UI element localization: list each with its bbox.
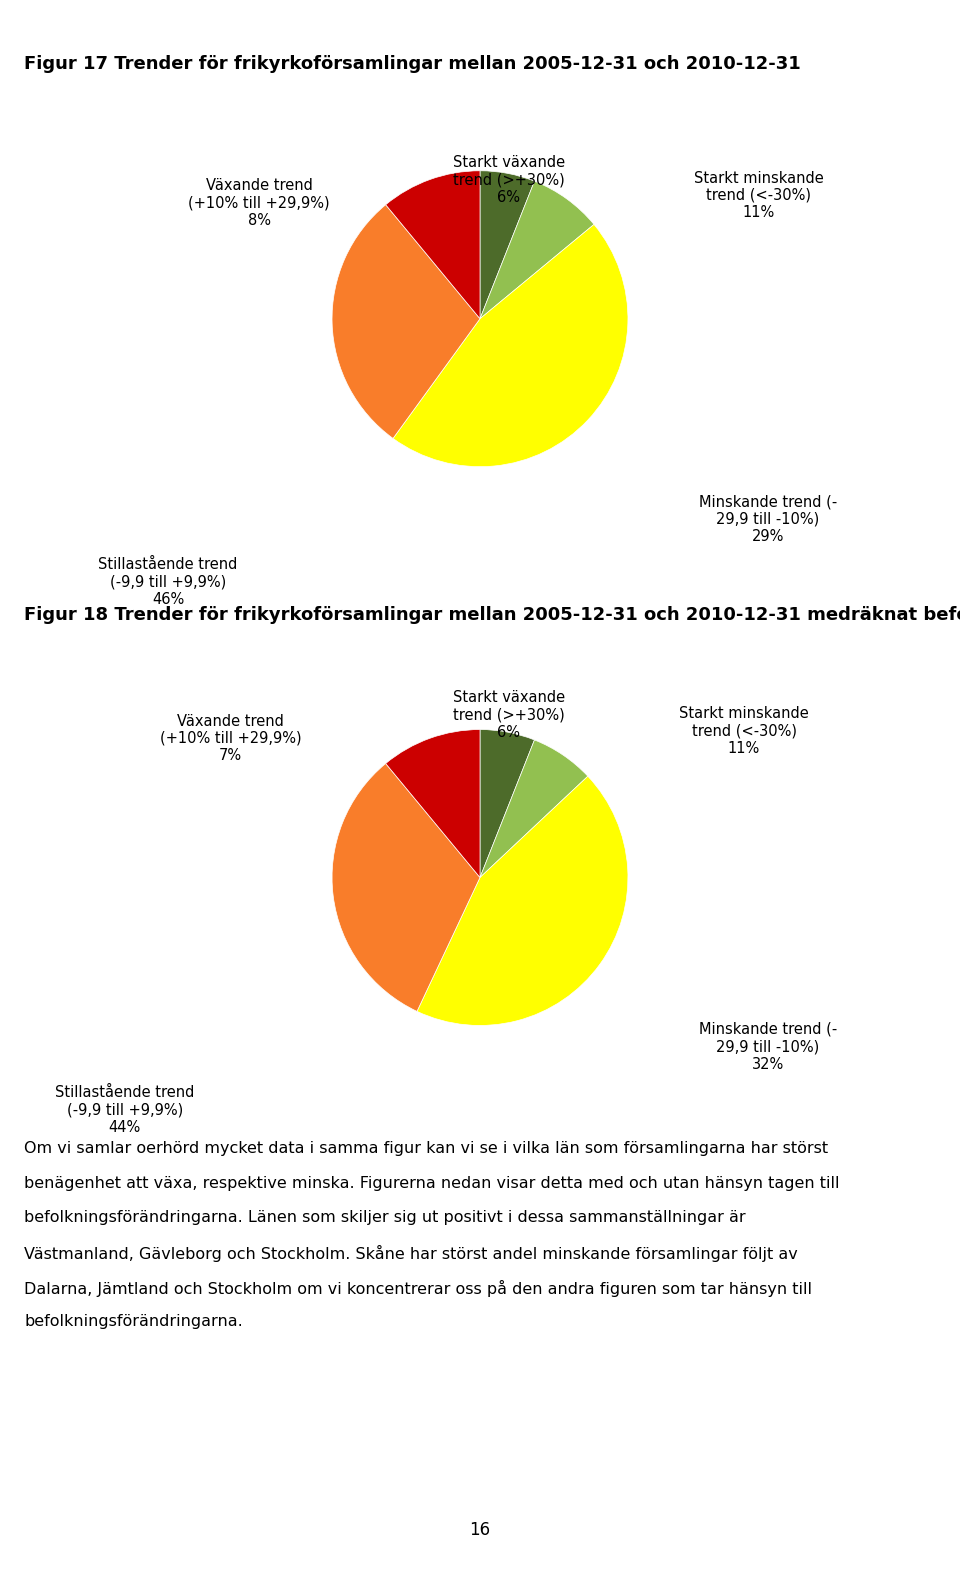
Wedge shape xyxy=(386,729,480,878)
Text: Växande trend
(+10% till +29,9%)
8%: Växande trend (+10% till +29,9%) 8% xyxy=(188,178,330,228)
Text: Starkt växande
trend (>+30%)
6%: Starkt växande trend (>+30%) 6% xyxy=(453,689,564,740)
Text: Figur 17 Trender för frikyrkoförsamlingar mellan 2005-12-31 och 2010-12-31: Figur 17 Trender för frikyrkoförsamlinga… xyxy=(24,55,801,72)
Text: Figur 18 Trender för frikyrkoförsamlingar mellan 2005-12-31 och 2010-12-31 medrä: Figur 18 Trender för frikyrkoförsamlinga… xyxy=(24,606,960,623)
Text: 16: 16 xyxy=(469,1522,491,1539)
Wedge shape xyxy=(386,170,480,318)
Text: Stillastående trend
(-9,9 till +9,9%)
46%: Stillastående trend (-9,9 till +9,9%) 46… xyxy=(98,557,238,608)
Text: Stillastående trend
(-9,9 till +9,9%)
44%: Stillastående trend (-9,9 till +9,9%) 44… xyxy=(55,1084,195,1135)
Text: Växande trend
(+10% till +29,9%)
7%: Växande trend (+10% till +29,9%) 7% xyxy=(159,713,301,763)
Text: Starkt växande
trend (>+30%)
6%: Starkt växande trend (>+30%) 6% xyxy=(453,154,564,205)
Wedge shape xyxy=(332,763,480,1012)
Wedge shape xyxy=(480,729,535,878)
Text: benägenhet att växa, respektive minska. Figurerna nedan visar detta med och utan: benägenhet att växa, respektive minska. … xyxy=(24,1176,839,1192)
Wedge shape xyxy=(417,776,628,1025)
Wedge shape xyxy=(480,170,535,318)
Wedge shape xyxy=(393,225,628,466)
Wedge shape xyxy=(480,740,588,878)
Text: Dalarna, Jämtland och Stockholm om vi koncentrerar oss på den andra figuren som : Dalarna, Jämtland och Stockholm om vi ko… xyxy=(24,1280,812,1297)
Wedge shape xyxy=(480,181,594,318)
Text: Om vi samlar oerhörd mycket data i samma figur kan vi se i vilka län som församl: Om vi samlar oerhörd mycket data i samma… xyxy=(24,1141,828,1157)
Text: Starkt minskande
trend (<-30%)
11%: Starkt minskande trend (<-30%) 11% xyxy=(693,170,824,220)
Text: befolkningsförändringarna. Länen som skiljer sig ut positivt i dessa sammanställ: befolkningsförändringarna. Länen som ski… xyxy=(24,1210,746,1226)
Text: Minskande trend (-
29,9 till -10%)
29%: Minskande trend (- 29,9 till -10%) 29% xyxy=(699,494,837,545)
Text: Starkt minskande
trend (<-30%)
11%: Starkt minskande trend (<-30%) 11% xyxy=(679,705,809,756)
Text: befolkningsförändringarna.: befolkningsförändringarna. xyxy=(24,1314,243,1330)
Text: Minskande trend (-
29,9 till -10%)
32%: Minskande trend (- 29,9 till -10%) 32% xyxy=(699,1022,837,1072)
Text: Västmanland, Gävleborg och Stockholm. Skåne har störst andel minskande församlin: Västmanland, Gävleborg och Stockholm. Sk… xyxy=(24,1245,798,1262)
Wedge shape xyxy=(332,205,480,439)
